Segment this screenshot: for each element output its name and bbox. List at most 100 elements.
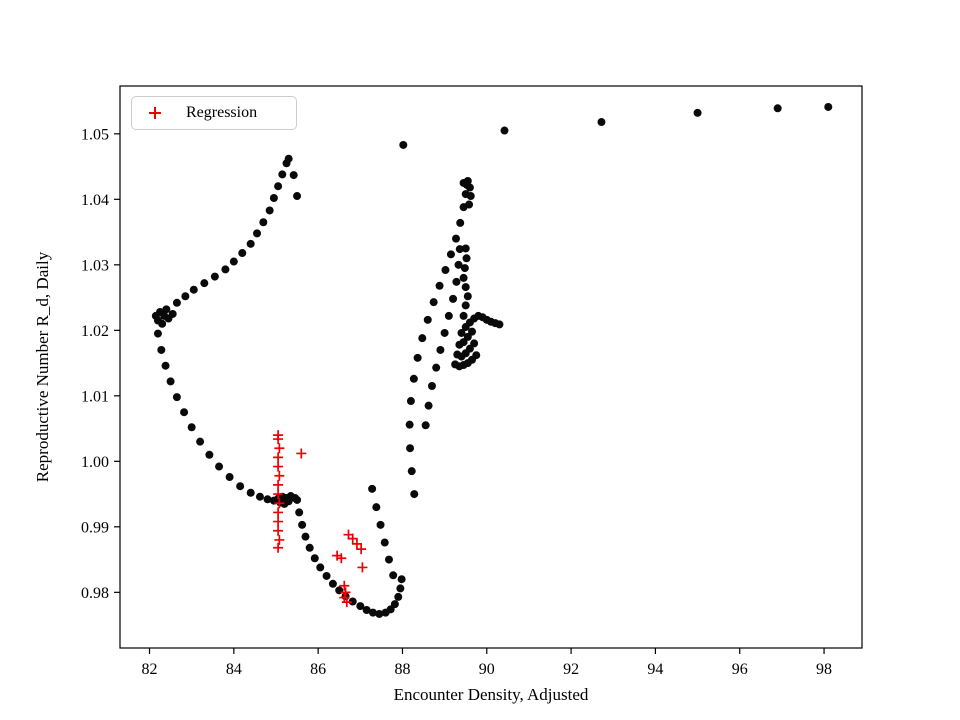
data-point <box>284 497 293 506</box>
legend: Regression <box>131 96 297 130</box>
data-point <box>289 171 298 180</box>
data-point <box>162 305 171 314</box>
data-point <box>284 154 293 163</box>
data-point <box>693 108 702 117</box>
regression-point <box>273 525 284 536</box>
data-point <box>384 555 393 564</box>
data-point <box>470 339 479 348</box>
data-point <box>293 192 302 201</box>
data-point <box>238 249 247 258</box>
data-point <box>423 315 432 324</box>
data-point <box>452 234 461 243</box>
data-point <box>269 194 278 203</box>
data-point <box>161 361 170 370</box>
regression-point <box>340 587 351 598</box>
x-tick-label: 84 <box>226 661 242 678</box>
data-point <box>200 279 209 288</box>
legend-entry-label: Regression <box>186 104 258 121</box>
data-point <box>418 334 427 343</box>
x-tick-label: 86 <box>310 661 326 678</box>
data-point <box>305 543 314 552</box>
ticks-layer: 82 84 86 88 90 92 94 96 98 0.98 0.99 1.00 1.01 1.02 1.… <box>81 126 832 678</box>
x-axis-label: Encounter Density, Adjusted <box>394 685 589 704</box>
data-point <box>278 170 287 179</box>
data-point <box>389 571 398 580</box>
regression-point <box>274 534 285 545</box>
data-point <box>463 176 472 185</box>
x-tick-label: 88 <box>394 661 410 678</box>
data-point <box>180 408 189 417</box>
regression-point <box>347 533 358 544</box>
data-point <box>407 467 416 476</box>
data-point <box>376 520 385 529</box>
data-point <box>253 229 262 238</box>
data-point <box>456 218 465 227</box>
data-point <box>153 329 162 338</box>
data-point <box>221 265 230 274</box>
data-point <box>375 609 384 618</box>
data-point <box>265 206 274 215</box>
data-point <box>157 345 166 354</box>
regression-point <box>296 448 307 459</box>
regression-point <box>273 516 284 527</box>
data-point <box>435 281 444 290</box>
data-point <box>236 482 245 491</box>
y-axis-label: Reproductive Number R_d, Daily <box>33 251 52 482</box>
data-point <box>368 484 377 493</box>
data-point <box>172 393 181 402</box>
data-point <box>460 264 469 273</box>
plot-frame <box>119 85 863 649</box>
data-point <box>158 319 167 328</box>
data-point <box>461 244 470 253</box>
regression-point <box>274 443 285 454</box>
data-point <box>396 584 405 593</box>
data-point <box>172 298 181 307</box>
data-point <box>824 102 833 111</box>
data-point <box>225 473 234 482</box>
data-point <box>432 363 441 372</box>
data-point <box>301 532 310 541</box>
regression-point <box>274 498 285 509</box>
data-point <box>421 421 430 430</box>
data-point <box>463 292 472 301</box>
points-layer <box>151 102 833 618</box>
regression-point <box>273 434 284 445</box>
data-point <box>495 320 504 329</box>
data-point <box>362 606 371 615</box>
data-point <box>187 423 196 432</box>
data-point <box>205 450 214 459</box>
y-tick-label: 0.99 <box>81 519 109 536</box>
data-point <box>181 292 190 301</box>
regression-point <box>339 580 350 591</box>
data-point <box>472 351 481 360</box>
data-point <box>328 579 337 588</box>
x-tick-label: 94 <box>647 661 663 678</box>
data-point <box>189 285 198 294</box>
data-point <box>462 254 471 263</box>
data-point <box>394 592 403 601</box>
data-point <box>465 200 474 209</box>
data-point <box>409 374 418 383</box>
data-point <box>348 597 357 606</box>
data-point <box>597 118 606 127</box>
data-point <box>310 554 319 563</box>
data-point <box>454 260 463 269</box>
data-point <box>196 437 205 446</box>
x-tick-label: 92 <box>563 661 579 678</box>
data-point <box>427 381 436 390</box>
data-point <box>465 183 474 192</box>
data-point <box>259 218 268 227</box>
y-tick-label: 1.04 <box>81 192 109 209</box>
data-point <box>168 309 177 318</box>
data-point <box>210 272 219 281</box>
regression-point <box>274 470 285 481</box>
x-tick-label: 98 <box>816 661 832 678</box>
data-point <box>440 328 449 337</box>
x-tick-label: 82 <box>142 661 158 678</box>
regression-point <box>351 538 362 549</box>
data-point <box>452 277 461 286</box>
data-point <box>298 520 307 529</box>
regression-point <box>273 489 284 500</box>
